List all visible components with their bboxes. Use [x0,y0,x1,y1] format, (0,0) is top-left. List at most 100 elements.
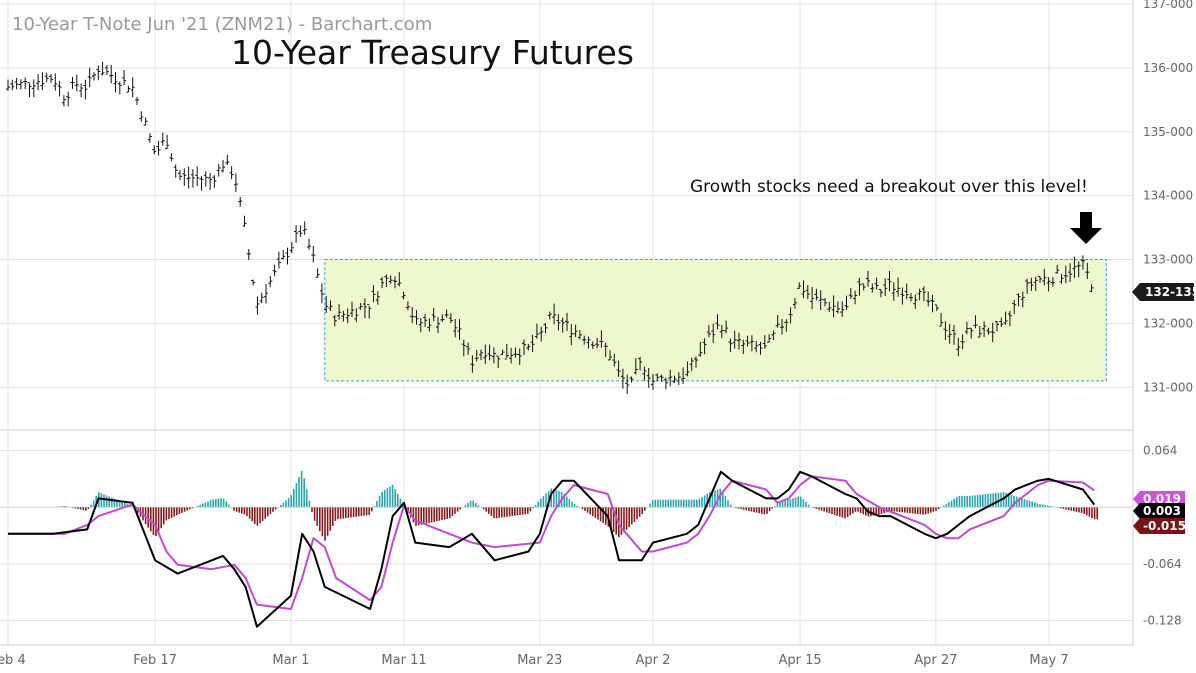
price-bar [848,288,853,299]
price-bar [728,338,733,352]
price-bar [926,291,931,307]
price-bar [190,169,195,188]
price-bar [1050,277,1055,287]
price-bar [956,337,961,357]
price-bar [49,73,53,83]
price-bar [23,77,28,89]
price-bar [814,288,819,301]
price-bar [1025,278,1030,294]
price-bar [883,278,888,297]
price-bar [818,290,823,311]
price-bar [620,368,625,389]
price-bar [934,304,939,312]
price-bar [878,288,883,298]
price-bar [57,80,62,97]
price-bar [797,282,802,289]
price-bar [633,358,638,375]
price-bar [436,317,440,334]
price-bar [143,117,148,126]
price-bar [130,77,135,98]
price-bar [771,330,776,341]
price-bars [6,61,1094,394]
price-bar [156,140,161,156]
price-bar [285,247,290,265]
price-bar [31,79,36,98]
signal-value-label: 0.019 [1143,492,1181,506]
price-bar [479,349,483,361]
price-bar [225,154,230,165]
price-bar [569,324,574,346]
macd-tick-label: -0.128 [1143,614,1182,628]
price-bar [1076,261,1081,278]
price-bar [896,277,901,297]
price-bar [659,374,664,382]
price-bar [195,166,200,187]
price-bar [560,317,565,333]
price-bar [999,317,1004,327]
price-bar [672,375,677,383]
price-bar [844,295,849,311]
price-bar [393,276,397,289]
price-bar [995,320,999,332]
price-bar [315,268,320,278]
price-bar [788,307,793,324]
price-bar [552,303,557,325]
price-bar [414,310,419,325]
price-bar [1016,293,1021,307]
price-bar [668,369,673,387]
macd-value-label: 0.003 [1143,504,1181,518]
price-bar [104,65,109,75]
price-bar [543,323,548,334]
price-bar [646,367,651,388]
price-bar [1029,277,1034,291]
price-bar [169,153,174,162]
price-bar [1046,277,1051,292]
price-bar [135,96,139,105]
price-bar [483,344,488,364]
price-bar [986,327,991,335]
price-bar [590,341,595,349]
price-bar [199,176,204,191]
price-bar [792,297,797,309]
last-price-label: 132-135 [1145,285,1196,299]
price-bar [887,271,892,292]
price-bar [448,312,453,324]
price-bar [599,330,604,348]
price-bar [40,72,45,91]
price-bar [780,318,784,335]
price-bar [990,322,995,343]
price-bar [92,72,96,81]
price-bar [208,172,213,190]
price-bar [977,325,982,338]
price-bar [375,291,380,305]
price-bar [1072,256,1077,278]
x-axis-ticks: Feb 4 Feb 17 Mar 1 Mar 11 Mar 23 Apr 2 Apr 15 A… [0,653,1069,668]
price-bar [853,290,858,305]
price-bar [737,332,741,350]
price-bar [921,286,926,302]
price-bar [388,275,393,284]
price-bar [891,282,896,301]
price-bar [216,163,221,177]
price-bar [762,335,767,349]
price-bar [165,134,170,150]
price-bar [530,334,535,353]
price-bar [238,196,243,207]
price-bar [1063,265,1068,284]
price-bar [367,304,372,319]
price-bar [324,296,329,313]
price-bar [427,318,432,332]
price-tick-label: 136-000 [1143,61,1193,75]
price-bar [909,293,913,302]
breakout-annotation: Growth stocks need a breakout over this … [690,177,1088,197]
price-bar [496,355,501,369]
price-bar [663,377,668,390]
price-bar [969,327,974,339]
price-bar [603,342,608,357]
price-bar [1003,311,1008,325]
price-bar [702,338,707,355]
price-bar [676,372,681,386]
price-bar [246,249,251,261]
price-bar [10,79,15,91]
price-bar [418,317,423,333]
